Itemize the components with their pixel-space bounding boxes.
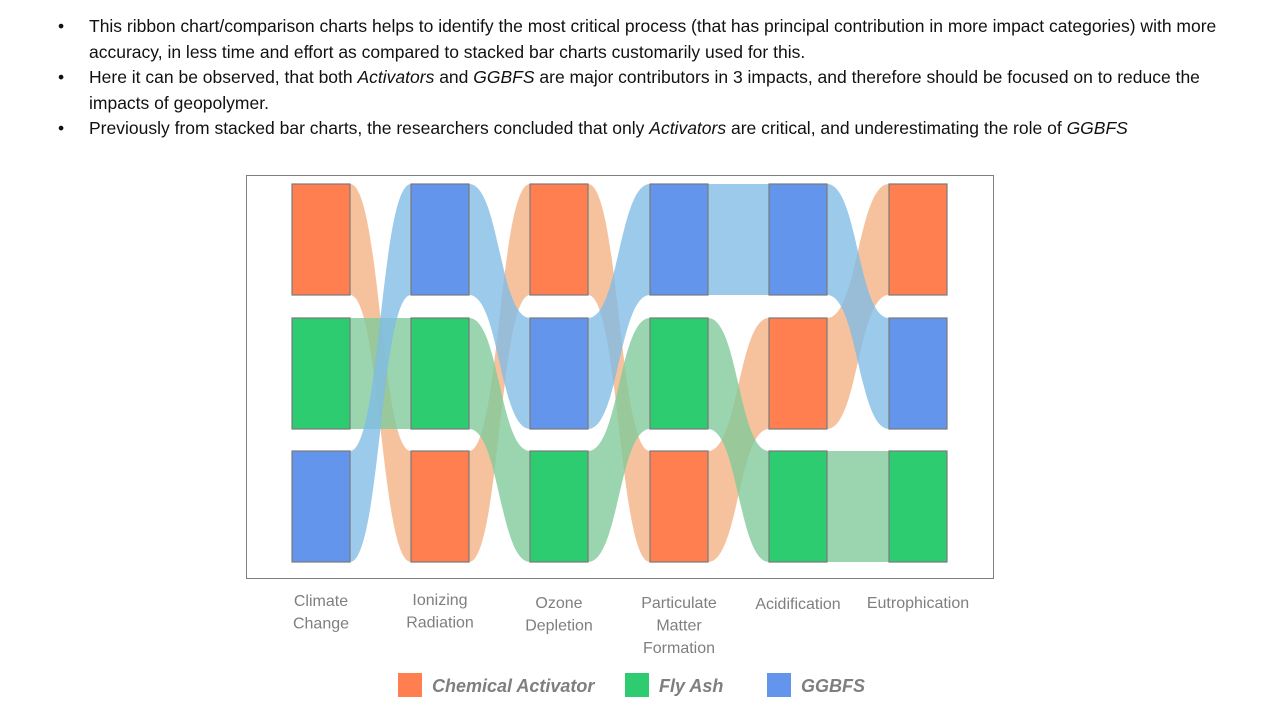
ribbon-fly-ash bbox=[588, 318, 650, 562]
bar-layer bbox=[291, 183, 948, 563]
bar-fly-ash bbox=[410, 317, 470, 430]
chart-frame bbox=[246, 175, 994, 579]
ribbon-ggbfs bbox=[350, 184, 411, 562]
legend-label: GGBFS bbox=[801, 676, 865, 696]
bullet-text: This ribbon chart/comparison charts help… bbox=[89, 16, 1217, 62]
ribbon-fly-ash bbox=[827, 451, 889, 562]
category-label-line: Ozone bbox=[535, 595, 582, 612]
bar-chemical-activator bbox=[410, 450, 470, 563]
bar-ggbfs bbox=[291, 450, 351, 563]
bar-ggbfs bbox=[768, 183, 828, 296]
category-label: Particulate Matter Formation bbox=[641, 595, 717, 657]
bullet-text: Previously from stacked bar charts, the … bbox=[89, 118, 650, 138]
category-label: Climate Change bbox=[293, 593, 349, 633]
bar-fly-ash bbox=[768, 450, 828, 563]
category-label-line: Particulate bbox=[641, 595, 717, 612]
category-label-line: Depletion bbox=[525, 618, 593, 635]
ribbon-chemical-activator bbox=[469, 184, 530, 562]
legend-label: Chemical Activator bbox=[432, 676, 595, 696]
bullet-item: • Here it can be observed, that both Acti… bbox=[56, 65, 1246, 116]
bar-chemical-activator bbox=[649, 450, 709, 563]
bullet-emphasis: GGBFS bbox=[1066, 118, 1128, 138]
bar-ggbfs bbox=[410, 183, 470, 296]
bullet-marker: • bbox=[58, 16, 65, 36]
category-label: Ozone Depletion bbox=[525, 595, 593, 635]
category-label: Acidification bbox=[755, 596, 840, 613]
bar-fly-ash bbox=[649, 317, 709, 430]
category-label-layer: Climate Change Ionizing Radiation Ozone Deple… bbox=[293, 592, 969, 657]
bar-chemical-activator bbox=[529, 183, 589, 296]
ribbon-fly-ash bbox=[708, 318, 769, 562]
bullet-list: • This ribbon chart/comparison charts hel… bbox=[56, 14, 1246, 142]
category-label-line: Formation bbox=[643, 640, 715, 657]
ribbon-layer bbox=[350, 184, 889, 562]
bullet-emphasis: Activators bbox=[649, 118, 727, 138]
legend-swatch bbox=[625, 673, 649, 697]
bullet-text: are major contributors in 3 impacts, and… bbox=[89, 67, 1200, 113]
bar-fly-ash bbox=[291, 317, 351, 430]
bar-fly-ash bbox=[888, 450, 948, 563]
bullet-text: are critical, and underestimating the ro… bbox=[726, 118, 1067, 138]
bar-ggbfs bbox=[529, 317, 589, 430]
category-label-line: Acidification bbox=[755, 596, 840, 613]
bullet-emphasis: GGBFS bbox=[473, 67, 535, 87]
ribbon-ggbfs bbox=[588, 184, 650, 429]
legend-swatch bbox=[398, 673, 422, 697]
category-label-line: Eutrophication bbox=[867, 595, 969, 612]
category-label: Eutrophication bbox=[867, 595, 969, 612]
category-label-line: Climate bbox=[294, 593, 348, 610]
bullet-marker: • bbox=[58, 118, 65, 138]
ribbon-ggbfs bbox=[469, 184, 530, 429]
legend-label: Fly Ash bbox=[659, 676, 723, 696]
bar-chemical-activator bbox=[291, 183, 351, 296]
ribbon-chemical-activator bbox=[588, 184, 650, 562]
bullet-item: • Previously from stacked bar charts, the… bbox=[56, 116, 1246, 142]
ribbon-fly-ash bbox=[469, 318, 530, 562]
bar-ggbfs bbox=[888, 317, 948, 430]
ribbon-ggbfs bbox=[827, 184, 889, 429]
bullet-marker: • bbox=[58, 67, 65, 87]
bar-chemical-activator bbox=[888, 183, 948, 296]
bar-ggbfs bbox=[649, 183, 709, 296]
bullet-item: • This ribbon chart/comparison charts hel… bbox=[56, 14, 1246, 65]
bullet-text: and bbox=[434, 67, 474, 87]
category-label-line: Matter bbox=[656, 618, 702, 635]
bar-chemical-activator bbox=[768, 317, 828, 430]
bullet-text: Here it can be observed, that both bbox=[89, 67, 358, 87]
ribbon-ggbfs bbox=[708, 184, 769, 295]
category-label-line: Change bbox=[293, 616, 349, 633]
legend: Chemical Activator Fly Ash GGBFS bbox=[398, 673, 865, 697]
legend-swatch bbox=[767, 673, 791, 697]
bullet-emphasis: Activators bbox=[357, 67, 435, 87]
bar-fly-ash bbox=[529, 450, 589, 563]
category-label-line: Ionizing bbox=[412, 592, 467, 609]
category-label-line: Radiation bbox=[406, 615, 474, 632]
category-label: Ionizing Radiation bbox=[406, 592, 474, 632]
